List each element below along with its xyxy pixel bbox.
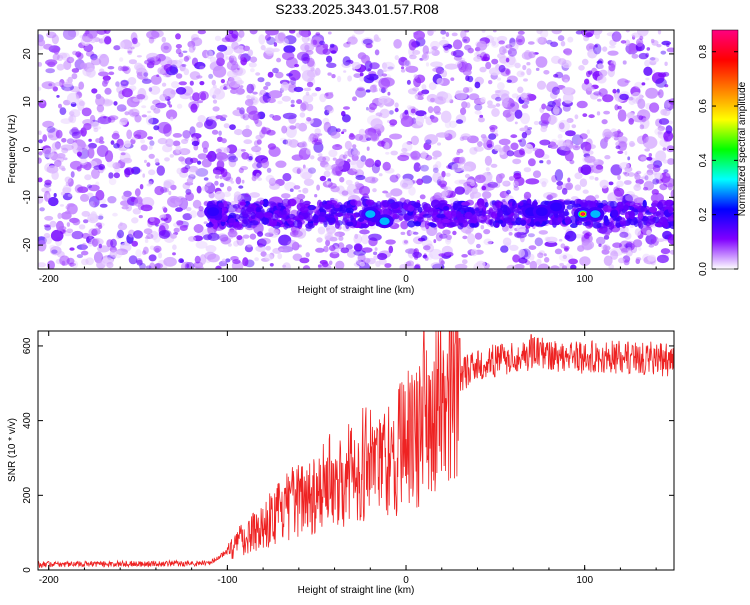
- spectrogram-texture: [38, 30, 674, 269]
- x-tick-label: 0: [403, 575, 409, 586]
- y-tick-label: -20: [22, 237, 33, 252]
- x-tick-label: -100: [217, 575, 237, 586]
- hotspot: [375, 214, 394, 229]
- snr-panel: -200 -100 0 100 0 200 400 600 Height of straigh…: [7, 330, 675, 596]
- y-tick-label: 200: [22, 487, 33, 504]
- chart-title: S233.2025.343.01.57.R08: [275, 1, 439, 17]
- colorbar-tick-label: 0.4: [698, 153, 709, 167]
- x-tick-label: 100: [576, 575, 593, 586]
- snr-y-label: SNR (10 * v/v): [7, 418, 18, 482]
- x-tick-label: 0: [403, 274, 409, 285]
- y-tick-label: 0: [22, 146, 33, 152]
- snr-axes: -200 -100 0 100 0 200 400 600: [22, 331, 674, 586]
- y-tick-label: 400: [22, 412, 33, 429]
- snr-series-line: [38, 331, 674, 569]
- colorbar-tick-label: 0.2: [698, 207, 709, 221]
- snr-x-label: Height of straight line (km): [298, 585, 415, 596]
- snr-frame: [37, 330, 675, 571]
- hotspot: [573, 207, 592, 222]
- y-tick-label: 600: [22, 337, 33, 354]
- hotspot: [204, 204, 223, 219]
- spectrogram-y-label: Frequency (Hz): [7, 115, 18, 184]
- colorbar-tick-label: 0.0: [698, 262, 709, 276]
- x-tick-label: -200: [39, 274, 59, 285]
- colorbar-gradient: [712, 30, 738, 269]
- y-tick-label: 10: [22, 96, 33, 108]
- x-tick-label: -100: [217, 274, 237, 285]
- snr-plot-area: [38, 331, 674, 569]
- colorbar-tick-label: 0.8: [698, 44, 709, 58]
- y-tick-label: 20: [22, 48, 33, 60]
- y-tick-label: 0: [22, 567, 33, 573]
- x-tick-label: -200: [39, 575, 59, 586]
- spectrogram-plot-area: [38, 30, 674, 269]
- y-tick-label: -10: [22, 190, 33, 205]
- spectrogram-x-label: Height of straight line (km): [298, 285, 415, 296]
- colorbar-frame: [711, 29, 739, 270]
- hotspot: [532, 204, 551, 219]
- hotspot: [586, 207, 605, 222]
- x-tick-label: 100: [576, 274, 593, 285]
- colorbar-tick-label: 0.6: [698, 99, 709, 113]
- colorbar-ticks: 0.0 0.2 0.4 0.6 0.8: [698, 44, 738, 276]
- colorbar: 0.0 0.2 0.4 0.6 0.8 Normalized spectral ampl…: [698, 29, 748, 276]
- hotspot: [547, 199, 566, 214]
- colorbar-label: Normalized spectral amplitude: [737, 81, 748, 216]
- hotspot: [361, 207, 380, 222]
